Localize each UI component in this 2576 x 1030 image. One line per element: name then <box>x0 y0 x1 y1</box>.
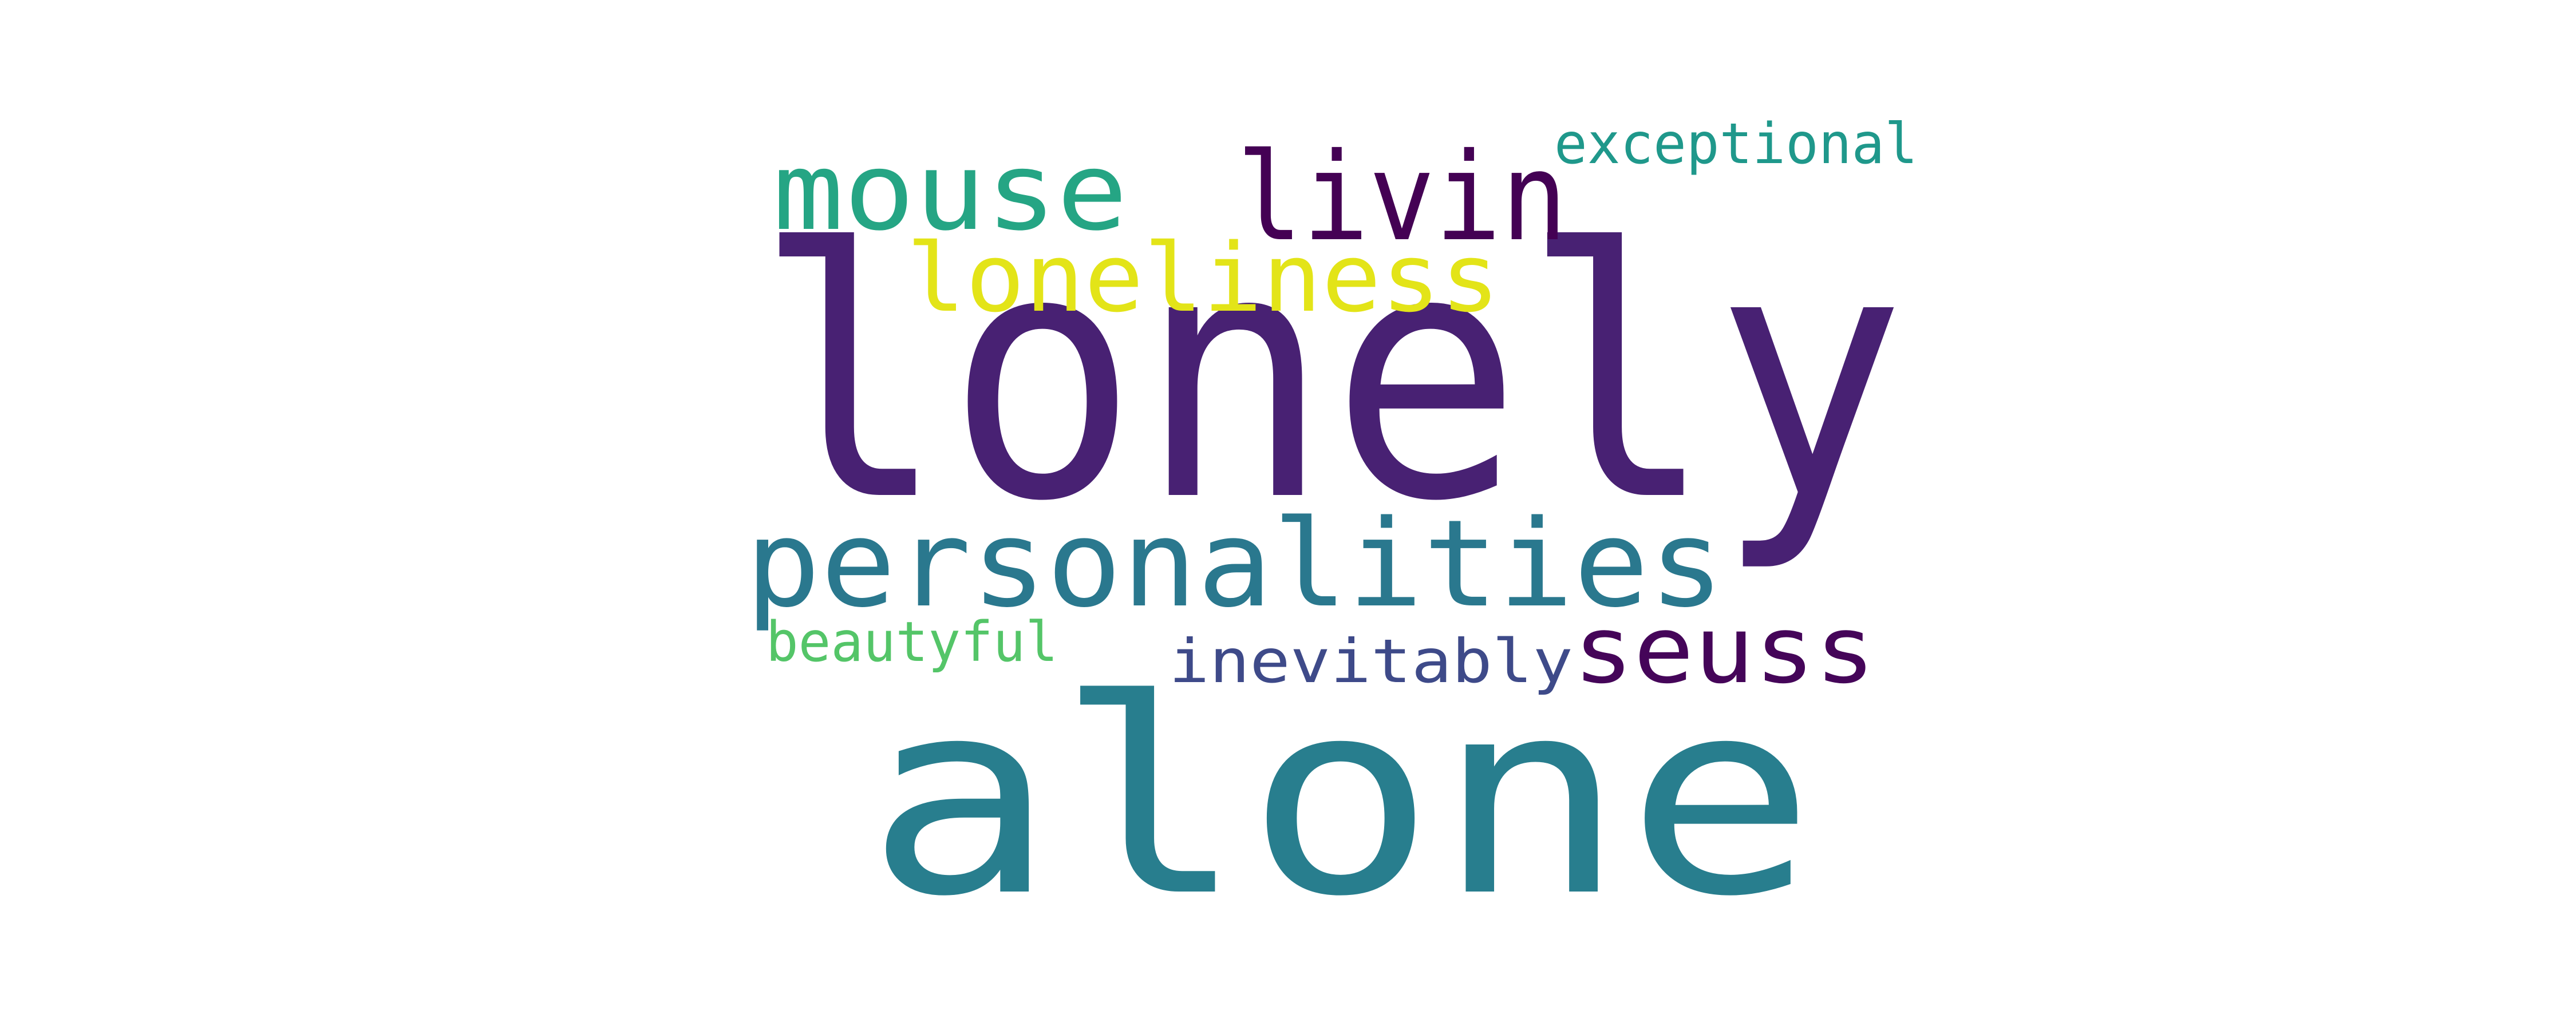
word-exceptional: exceptional <box>1554 112 1918 177</box>
word-alone: alone <box>866 642 1816 955</box>
word-beautyful: beautyful <box>766 610 1058 674</box>
word-personalities: personalities <box>745 494 1724 634</box>
word-seuss: seuss <box>1573 597 1875 704</box>
word-inevitably: inevitably <box>1169 627 1573 696</box>
word-livin: livin <box>1236 126 1567 268</box>
word-loneliness: loneliness <box>906 223 1500 333</box>
word-mouse: mouse <box>773 129 1128 255</box>
word-lonely: lonely <box>754 176 1906 576</box>
